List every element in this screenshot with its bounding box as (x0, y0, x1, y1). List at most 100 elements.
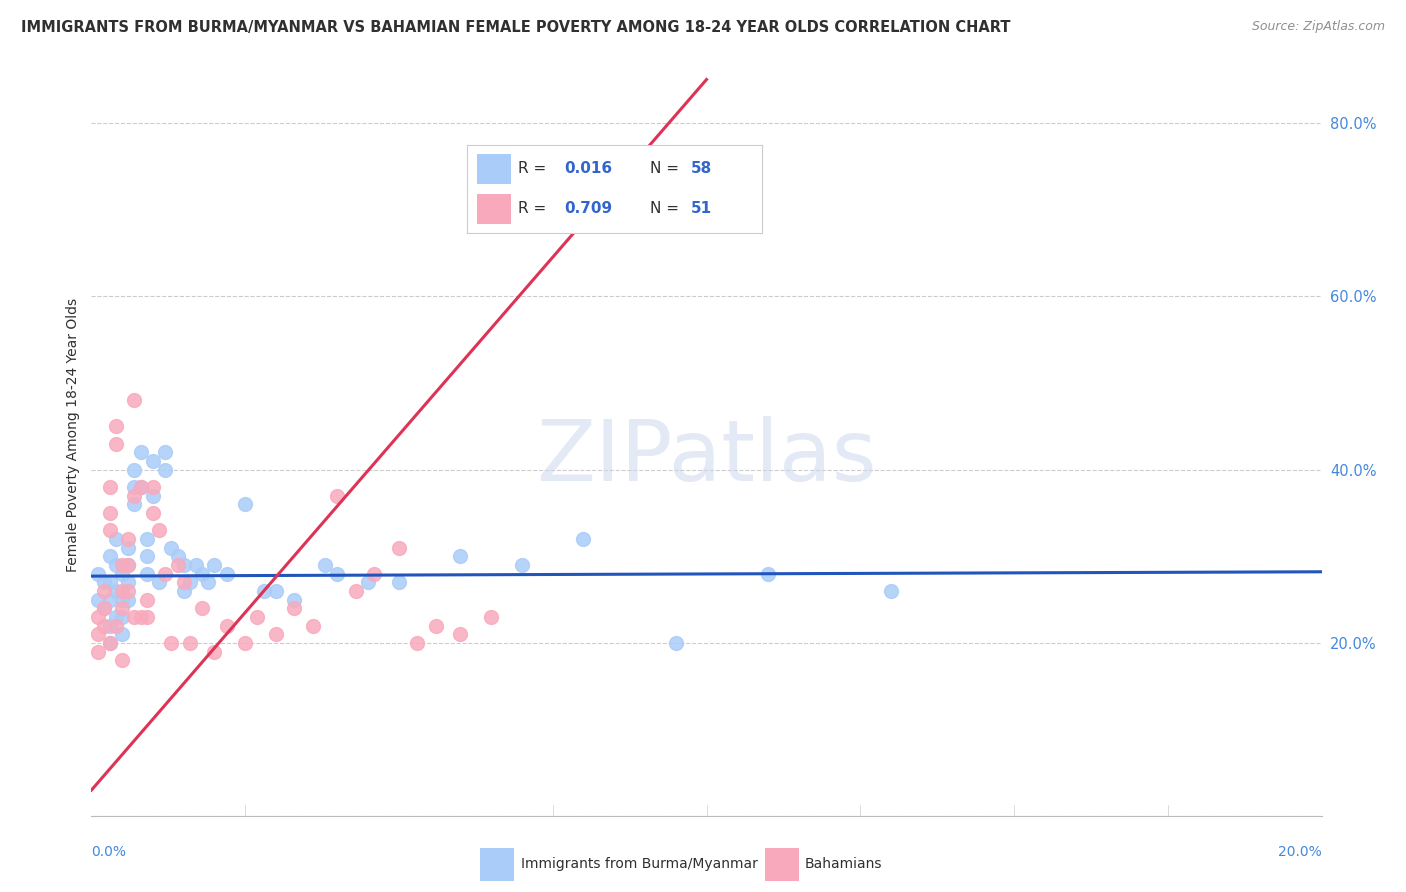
Point (129, 480, 152, 494)
Point (93, 601, 115, 615)
Point (233, 497, 256, 511)
Text: Source: ZipAtlas.com: Source: ZipAtlas.com (1251, 20, 1385, 33)
Point (117, 558, 139, 572)
Point (129, 445, 152, 459)
Point (202, 558, 225, 572)
Point (173, 558, 195, 572)
Point (510, 558, 533, 572)
Point (129, 480, 152, 494)
Point (449, 627, 471, 641)
Point (111, 566, 134, 581)
Point (111, 653, 134, 667)
Point (425, 618, 447, 632)
Text: Bahamians: Bahamians (806, 857, 883, 871)
Point (111, 610, 134, 624)
Point (135, 532, 157, 546)
Point (105, 436, 127, 450)
Point (479, 610, 502, 624)
Point (264, 583, 287, 598)
Point (98, 549, 121, 564)
Point (179, 575, 201, 590)
Point (153, 566, 177, 581)
Point (98, 575, 121, 590)
Point (406, 636, 429, 650)
Point (142, 480, 165, 494)
Point (572, 532, 595, 546)
FancyBboxPatch shape (765, 848, 799, 880)
Point (202, 644, 225, 658)
Point (111, 627, 134, 641)
Point (111, 583, 134, 598)
Point (111, 601, 134, 615)
Text: ZIPatlas: ZIPatlas (536, 417, 877, 500)
Text: 20.0%: 20.0% (1278, 845, 1322, 859)
Point (135, 566, 157, 581)
Point (98, 480, 121, 494)
Point (124, 480, 146, 494)
Point (880, 583, 903, 598)
Point (135, 549, 157, 564)
Point (148, 523, 170, 537)
Point (246, 610, 269, 624)
Point (179, 636, 201, 650)
Point (449, 549, 471, 564)
Point (105, 610, 127, 624)
Point (98, 636, 121, 650)
Point (117, 532, 139, 546)
Point (93, 601, 115, 615)
Point (326, 566, 349, 581)
Point (153, 445, 177, 459)
Point (98, 636, 121, 650)
Point (191, 601, 214, 615)
Point (105, 618, 127, 632)
Point (197, 575, 219, 590)
Point (314, 558, 336, 572)
Point (142, 506, 165, 520)
Point (111, 592, 134, 607)
Point (253, 583, 276, 598)
Point (160, 636, 183, 650)
Point (98, 506, 121, 520)
Point (117, 583, 139, 598)
Point (117, 575, 139, 590)
Point (105, 558, 127, 572)
Y-axis label: Female Poverty Among 18-24 Year Olds: Female Poverty Among 18-24 Year Olds (66, 298, 80, 572)
Point (98, 592, 121, 607)
Point (98, 618, 121, 632)
Point (117, 592, 139, 607)
Point (93, 618, 115, 632)
Point (160, 541, 183, 555)
Point (173, 583, 195, 598)
Point (105, 419, 127, 434)
Point (105, 583, 127, 598)
Point (388, 575, 411, 590)
Point (86, 566, 108, 581)
Point (93, 583, 115, 598)
Point (264, 627, 287, 641)
Point (86, 644, 108, 658)
Point (124, 497, 146, 511)
FancyBboxPatch shape (481, 848, 515, 880)
Point (326, 489, 349, 503)
Point (388, 541, 411, 555)
Point (142, 454, 165, 468)
Point (129, 610, 152, 624)
Point (86, 610, 108, 624)
Point (215, 618, 238, 632)
Point (111, 558, 134, 572)
Point (142, 489, 165, 503)
Point (166, 558, 188, 572)
Point (117, 558, 139, 572)
Point (363, 566, 385, 581)
Point (283, 592, 305, 607)
Point (124, 393, 146, 408)
Point (93, 575, 115, 590)
Point (124, 610, 146, 624)
Point (344, 583, 367, 598)
Point (98, 523, 121, 537)
Point (135, 592, 157, 607)
Point (173, 575, 195, 590)
Point (124, 489, 146, 503)
Text: Immigrants from Burma/Myanmar: Immigrants from Burma/Myanmar (520, 857, 758, 871)
Point (166, 549, 188, 564)
